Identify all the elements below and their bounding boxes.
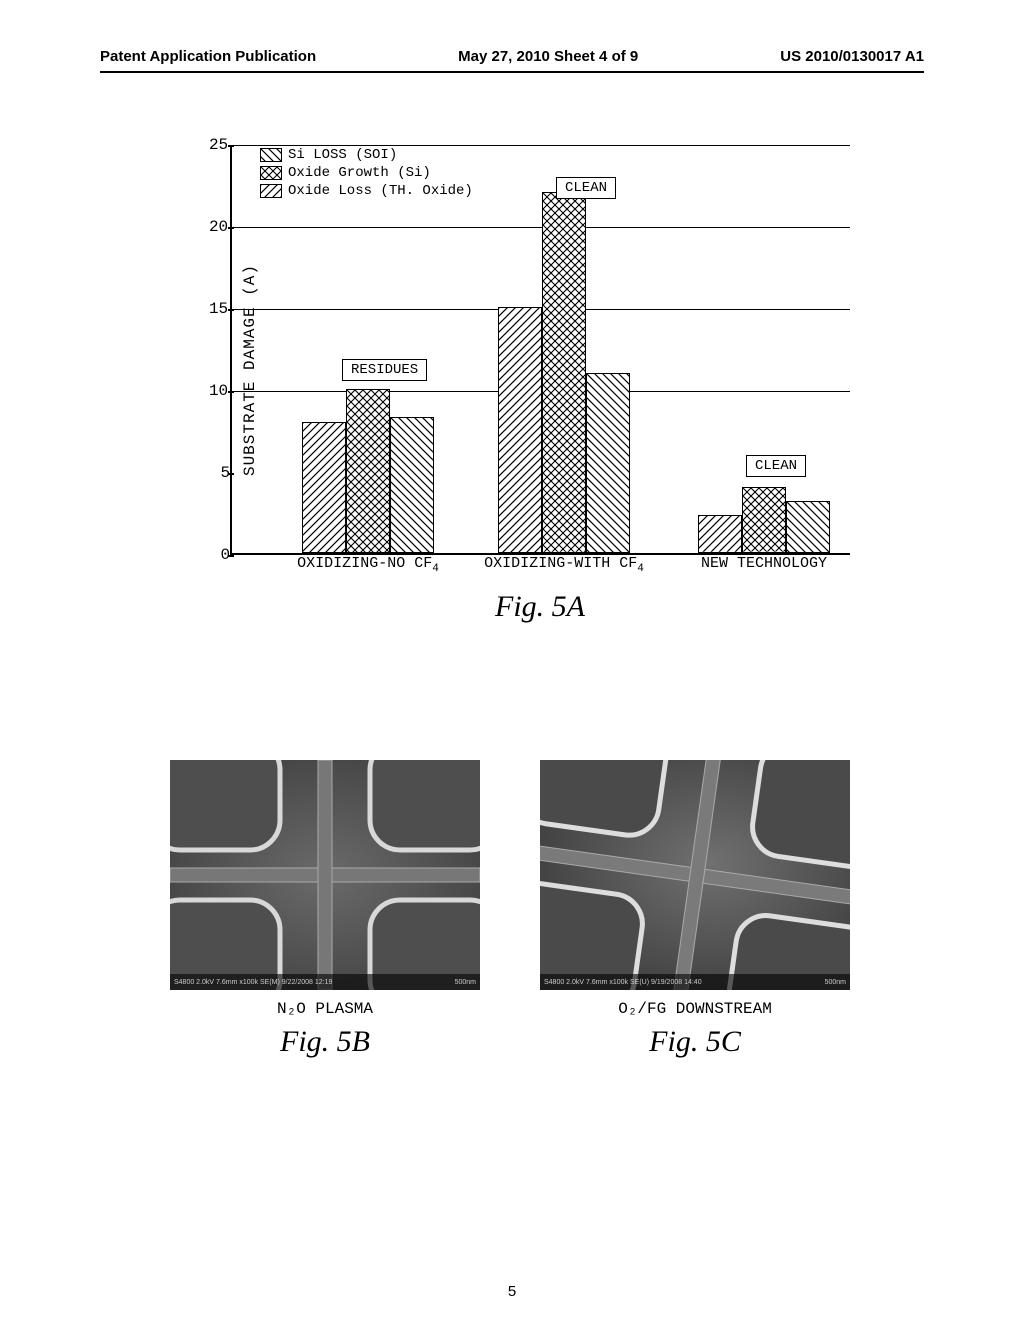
legend-swatch	[260, 184, 282, 198]
bar	[698, 515, 742, 553]
sem-strip-left: S4800 2.0kV 7.6mm x100k SE(M) 9/22/2008 …	[170, 974, 480, 990]
bar	[390, 417, 434, 553]
sem-image-left: S4800 2.0kV 7.6mm x100k SE(M) 9/22/2008 …	[170, 760, 480, 990]
page-header: Patent Application Publication May 27, 2…	[0, 0, 1024, 71]
figure-label-5c: Fig. 5C	[540, 1025, 850, 1059]
sem-image-right: S4800 2.0kV 7.6mm x100k SE(U) 9/19/2008 …	[540, 760, 850, 990]
bar	[786, 501, 830, 553]
plot-area: RESIDUES CLEAN CLEAN	[230, 145, 850, 555]
header-right: US 2010/0130017 A1	[780, 48, 924, 65]
bar	[542, 192, 586, 553]
header-center: May 27, 2010 Sheet 4 of 9	[458, 48, 638, 65]
header-left: Patent Application Publication	[100, 48, 316, 65]
legend-item: Oxide Growth (Si)	[260, 165, 473, 181]
chart-legend: Si LOSS (SOI) Oxide Growth (Si) Oxide Loss…	[260, 147, 473, 201]
figure-label-5b: Fig. 5B	[170, 1025, 480, 1059]
legend-item: Oxide Loss (TH. Oxide)	[260, 183, 473, 199]
sem-strip-right: S4800 2.0kV 7.6mm x100k SE(U) 9/19/2008 …	[540, 974, 850, 990]
sem-caption-left: N₂O PLASMA	[170, 1000, 480, 1018]
bar	[346, 389, 390, 553]
legend-swatch	[260, 166, 282, 180]
chart-annotation: RESIDUES	[342, 359, 427, 381]
gridline	[230, 145, 850, 146]
bar-chart: SUBSTRATE DAMAGE (A) 0510152025 RESIDUES…	[200, 135, 860, 605]
bar	[742, 487, 786, 553]
legend-text: Oxide Growth (Si)	[288, 165, 431, 181]
bar	[302, 422, 346, 553]
y-tick-label: 25	[209, 136, 228, 154]
legend-swatch	[260, 148, 282, 162]
legend-item: Si LOSS (SOI)	[260, 147, 473, 163]
chart-annotation: CLEAN	[556, 177, 616, 199]
legend-text: Oxide Loss (TH. Oxide)	[288, 183, 473, 199]
y-tick-label: 10	[209, 382, 228, 400]
chart-annotation: CLEAN	[746, 455, 806, 477]
bar	[498, 307, 542, 553]
gridline	[230, 227, 850, 228]
y-tick-label: 20	[209, 218, 228, 236]
y-tick-label: 15	[209, 300, 228, 318]
bar	[586, 373, 630, 553]
page-number: 5	[0, 1283, 1024, 1300]
header-rule	[100, 71, 924, 73]
figure-label-5a: Fig. 5A	[230, 590, 850, 624]
legend-text: Si LOSS (SOI)	[288, 147, 397, 163]
sem-caption-right: O₂/FG DOWNSTREAM	[540, 1000, 850, 1018]
y-tick-mark	[228, 555, 234, 557]
